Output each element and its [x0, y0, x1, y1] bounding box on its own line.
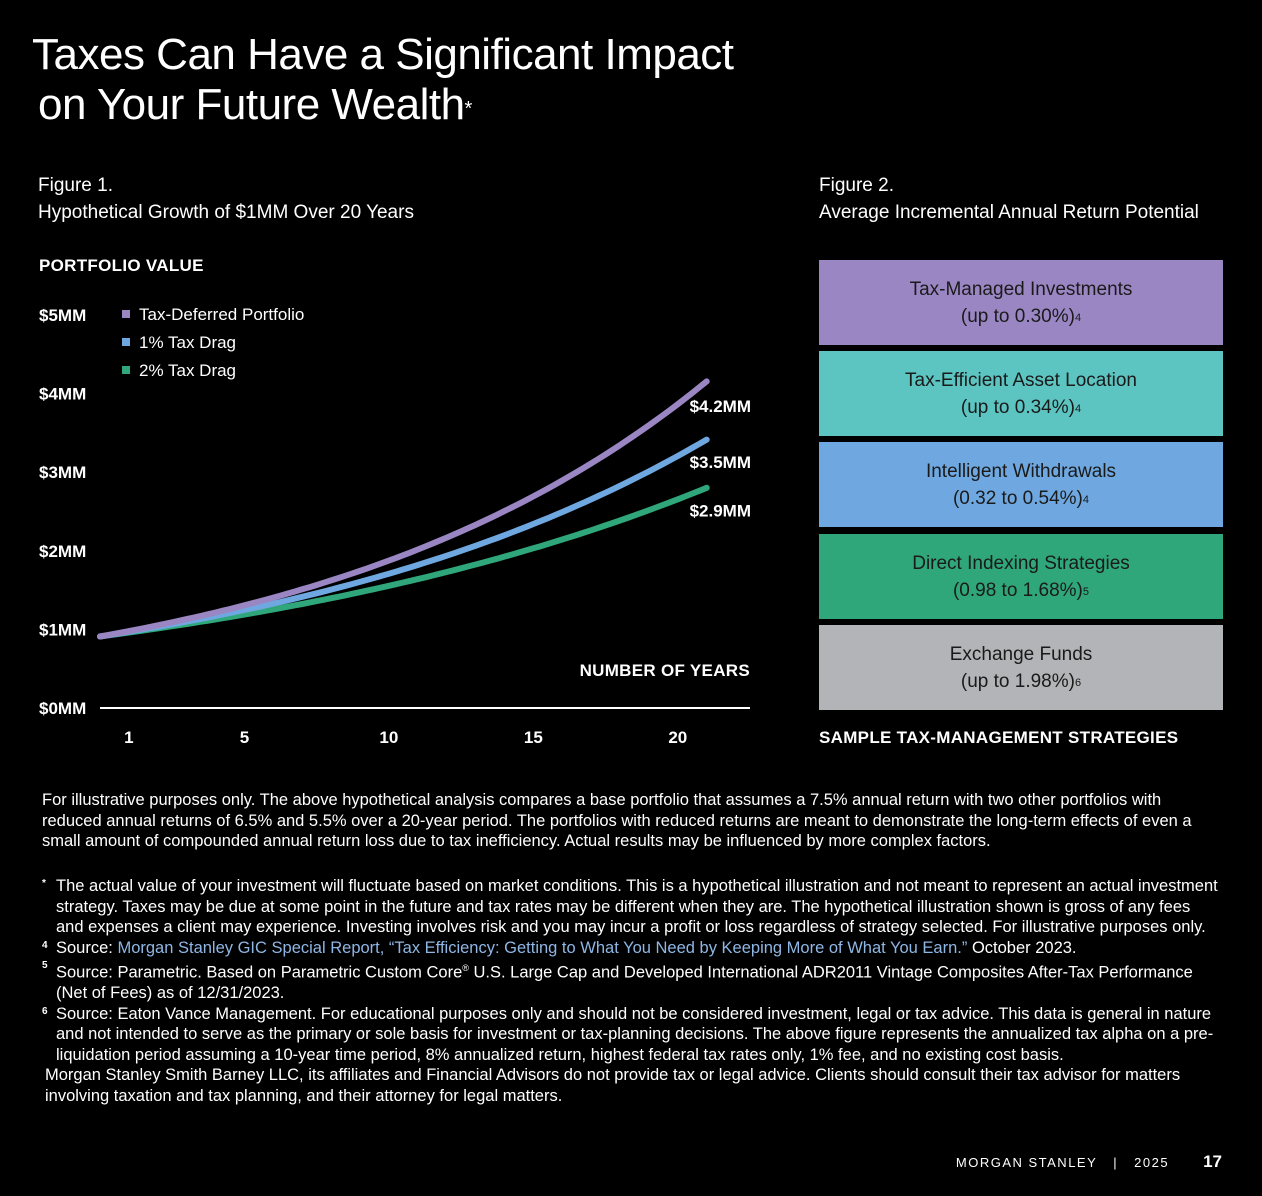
growth-chart: $0MM $1MM $2MM $3MM $4MM $5MM 1 5 10 15 20 NUMBER O…: [0, 280, 780, 760]
figure2-caption: Average Incremental Annual Return Potent…: [819, 202, 1199, 223]
title-line-1: Taxes Can Have a Significant Impact: [32, 30, 734, 79]
title-line-2: on Your Future Wealth*: [38, 80, 473, 129]
strategy-range: (0.98 to 1.68%)5: [952, 579, 1090, 601]
strategy-range: (up to 0.34%)4: [960, 396, 1082, 418]
y-axis-heading: PORTFOLIO VALUE: [39, 256, 204, 275]
legend-label: 1% Tax Drag: [139, 333, 236, 352]
strategy-name: Tax-Managed Investments: [909, 278, 1133, 300]
strategy-range: (up to 1.98%)6: [960, 670, 1082, 692]
footnote-5: 5 Source: Parametric. Based on Parametric…: [42, 960, 1193, 1002]
legend-swatch: [122, 366, 130, 374]
footnote-6: 6 Source: Eaton Vance Management. For edu…: [42, 1004, 1214, 1064]
x-tick-label: 1: [124, 728, 133, 747]
strategy-box-exchange-funds: Exchange Funds (up to 1.98%)6: [819, 625, 1223, 710]
x-tick-label: 10: [379, 728, 398, 747]
series-end-label: $2.9MM: [690, 502, 751, 521]
series-line: [97, 484, 710, 640]
series-line: [97, 378, 710, 640]
series-end-label: $4.2MM: [690, 397, 751, 416]
x-tick-label: 20: [668, 728, 687, 747]
series-end-label: $3.5MM: [690, 453, 751, 472]
y-tick-label: $5MM: [39, 306, 86, 325]
y-tick-label: $1MM: [39, 620, 86, 639]
footnote-4: 4 Source: Morgan Stanley GIC Special Repo…: [42, 938, 1077, 957]
figure1-header: Figure 1. Hypothetical Growth of $1MM Ov…: [38, 172, 414, 226]
strategy-box-tax-managed: Tax-Managed Investments (up to 0.30%)4: [819, 260, 1223, 345]
figure1-caption: Hypothetical Growth of $1MM Over 20 Year…: [38, 202, 414, 223]
x-tick-label: 15: [524, 728, 543, 747]
legend-label: Tax-Deferred Portfolio: [139, 305, 304, 324]
y-tick-label: $0MM: [39, 699, 86, 718]
legend-label: 2% Tax Drag: [139, 361, 236, 380]
strategy-box-direct-indexing: Direct Indexing Strategies (0.98 to 1.68…: [819, 534, 1223, 619]
footnotes: * The actual value of your investment wil…: [42, 876, 1222, 1106]
y-tick-label: $3MM: [39, 463, 86, 482]
page-footer: MORGAN STANLEY | 2025 17: [956, 1152, 1222, 1172]
series-line: [97, 436, 710, 640]
footer-year: 2025: [1134, 1154, 1170, 1170]
x-axis-heading: NUMBER OF YEARS: [580, 661, 750, 680]
chart-description: For illustrative purposes only. The abov…: [42, 791, 1192, 850]
page-number: 17: [1203, 1152, 1222, 1171]
strategy-box-withdrawals: Intelligent Withdrawals (0.32 to 0.54%)4: [819, 442, 1223, 527]
strategy-name: Intelligent Withdrawals: [925, 460, 1117, 482]
y-tick-label: $2MM: [39, 542, 86, 561]
title-footnote-mark: *: [464, 98, 473, 120]
legend-swatch: [122, 310, 130, 318]
disclaimer: Morgan Stanley Smith Barney LLC, its aff…: [45, 1066, 1181, 1105]
y-tick-label: $4MM: [39, 385, 86, 404]
footer-separator: |: [1113, 1154, 1119, 1170]
strategy-name: Tax-Efficient Asset Location: [905, 369, 1137, 391]
strategy-name: Exchange Funds: [949, 643, 1093, 665]
company-name: MORGAN STANLEY: [955, 1154, 1098, 1170]
gic-report-link[interactable]: Morgan Stanley GIC Special Report, “Tax …: [117, 938, 968, 957]
figure2-footer: SAMPLE TAX-MANAGEMENT STRATEGIES: [819, 728, 1179, 747]
strategy-box-asset-location: Tax-Efficient Asset Location (up to 0.34…: [819, 351, 1223, 436]
figure2-label: Figure 2.: [819, 175, 894, 196]
figure2-header: Figure 2. Average Incremental Annual Ret…: [819, 172, 1199, 226]
footnote-star: * The actual value of your investment wil…: [42, 877, 1218, 936]
figure1-label: Figure 1.: [38, 175, 113, 196]
x-tick-label: 5: [240, 728, 249, 747]
page-title: Taxes Can Have a Significant Impact on Y…: [32, 30, 734, 130]
strategy-range: (up to 0.30%)4: [960, 305, 1082, 327]
legend-swatch: [122, 338, 130, 346]
strategy-range: (0.32 to 0.54%)4: [952, 487, 1090, 509]
strategy-name: Direct Indexing Strategies: [912, 552, 1130, 574]
